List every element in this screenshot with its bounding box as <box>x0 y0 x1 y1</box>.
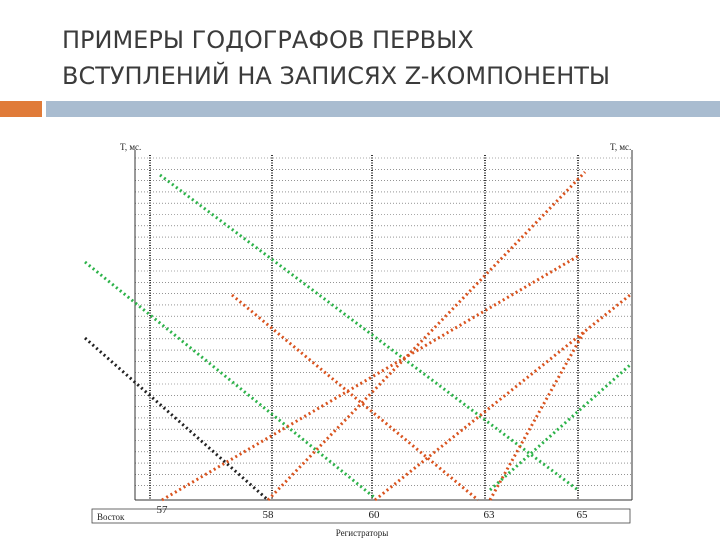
x-label: Регистраторы <box>336 528 389 538</box>
station-label: 63 <box>484 509 496 521</box>
title-line: ПРИМЕРЫ ГОДОГРАФОВ ПЕРВЫХ <box>62 26 474 54</box>
label-frame <box>91 508 631 524</box>
accent-bar <box>0 101 42 117</box>
station-label: 65 <box>577 509 589 521</box>
hodographs <box>84 170 631 502</box>
y-label: T, мс. <box>610 142 631 152</box>
header-bar <box>46 101 720 117</box>
grid <box>135 157 632 487</box>
slide-title: ПРИМЕРЫ ГОДОГРАФОВ ПЕРВЫХ ВСТУПЛЕНИЙ НА … <box>62 22 610 94</box>
station-label: 60 <box>369 509 381 521</box>
direction-label: Восток <box>97 512 125 522</box>
y-label: T, мс. <box>120 142 141 152</box>
station-label: 58 <box>263 509 275 521</box>
title-line: ВСТУПЛЕНИЙ НА ЗАПИСЯХ Z-КОМПОНЕНТЫ <box>62 62 611 90</box>
station-label: 57 <box>157 504 169 516</box>
